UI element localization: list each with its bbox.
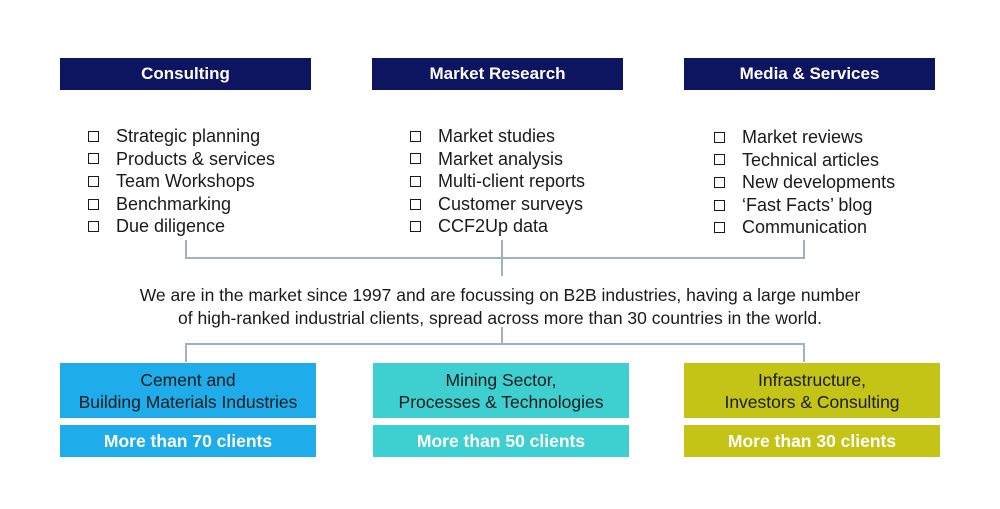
list-item-label: Strategic planning — [116, 126, 261, 146]
sector-cement-line-2: Building Materials Industries — [78, 391, 298, 412]
clients-count-cement-label: More than 70 clients — [103, 430, 273, 451]
consulting-list: Strategic planning Products & services T… — [88, 125, 275, 238]
sector-infrastructure: Infrastructure, Investors & Consulting — [684, 363, 940, 418]
checkbox-icon — [714, 131, 725, 143]
sector-cement-label: Cement and Building Materials Industries — [79, 369, 298, 413]
checkbox-icon — [88, 153, 99, 165]
list-item-label: Market reviews — [742, 127, 864, 147]
checkbox-icon — [714, 154, 725, 166]
list-item: New developments — [714, 171, 895, 194]
sector-infrastructure-label: Infrastructure, Investors & Consulting — [724, 369, 899, 413]
list-item-label: Products & services — [116, 148, 276, 169]
checkbox-icon — [410, 221, 421, 233]
clients-count-mining-label: More than 50 clients — [416, 430, 586, 451]
checkbox-icon — [88, 175, 99, 187]
list-item-label: ‘Fast Facts’ blog — [742, 194, 873, 215]
list-item-label: Communication — [742, 217, 868, 238]
header-market-research-label: Market Research — [429, 64, 566, 83]
list-item: Due diligence — [88, 215, 275, 238]
clients-count-infrastructure: More than 30 clients — [684, 425, 940, 457]
checkbox-icon — [714, 176, 725, 188]
header-market-research: Market Research — [372, 58, 623, 90]
list-item: ‘Fast Facts’ blog — [714, 194, 895, 217]
list-item: CCF2Up data — [410, 215, 585, 238]
list-item-label: Technical articles — [742, 149, 880, 170]
list-item: Multi-client reports — [410, 170, 585, 193]
checkbox-icon — [410, 130, 421, 142]
checkbox-icon — [410, 198, 421, 210]
list-item: Market studies — [410, 125, 585, 148]
checkbox-icon — [88, 130, 99, 142]
list-item-label: Team Workshops — [116, 171, 255, 192]
checkbox-icon — [410, 175, 421, 187]
sector-cement-line-1: Cement and — [140, 369, 236, 390]
list-item-label: Market analysis — [438, 148, 564, 169]
sector-infrastructure-line-2: Investors & Consulting — [724, 391, 900, 412]
checkbox-icon — [88, 198, 99, 210]
header-media-services: Media & Services — [684, 58, 935, 90]
checkbox-icon — [410, 153, 421, 165]
list-item: Market reviews — [714, 126, 895, 149]
checkbox-icon — [714, 222, 725, 234]
clients-count-infrastructure-label: More than 30 clients — [727, 430, 897, 451]
header-media-services-label: Media & Services — [739, 64, 880, 83]
clients-count-cement: More than 70 clients — [60, 425, 316, 457]
list-item: Technical articles — [714, 149, 895, 172]
market-research-list: Market studies Market analysis Multi-cli… — [410, 125, 585, 238]
checkbox-icon — [88, 221, 99, 233]
media-services-list: Market reviews Technical articles New de… — [714, 126, 895, 239]
list-item-label: CCF2Up data — [438, 216, 549, 237]
sector-mining-label: Mining Sector, Processes & Technologies — [399, 369, 604, 413]
sector-cement: Cement and Building Materials Industries — [60, 363, 316, 418]
list-item: Benchmarking — [88, 193, 275, 216]
list-item-label: Market studies — [438, 126, 556, 146]
header-consulting-label: Consulting — [141, 64, 230, 83]
summary-text: We are in the market since 1997 and are … — [95, 284, 905, 330]
list-item-label: Benchmarking — [116, 193, 232, 214]
clients-count-mining: More than 50 clients — [373, 425, 629, 457]
list-item: Market analysis — [410, 148, 585, 171]
sector-mining: Mining Sector, Processes & Technologies — [373, 363, 629, 418]
header-consulting: Consulting — [60, 58, 311, 90]
summary-line-2: of high-ranked industrial clients, sprea… — [178, 308, 822, 328]
top-bracket — [185, 240, 805, 259]
list-item: Strategic planning — [88, 125, 275, 148]
list-item: Team Workshops — [88, 170, 275, 193]
sector-infrastructure-line-1: Infrastructure, — [758, 369, 866, 390]
sector-mining-line-1: Mining Sector, — [445, 369, 557, 390]
list-item-label: Multi-client reports — [438, 171, 586, 192]
list-item-label: Customer surveys — [438, 193, 584, 214]
checkbox-icon — [714, 199, 725, 211]
list-item: Customer surveys — [410, 193, 585, 216]
bottom-bracket — [185, 343, 805, 362]
list-item-label: Due diligence — [116, 216, 226, 237]
summary-line-1: We are in the market since 1997 and are … — [139, 285, 861, 305]
list-item-label: New developments — [742, 172, 896, 193]
sector-mining-line-2: Processes & Technologies — [398, 391, 604, 412]
list-item: Communication — [714, 216, 895, 239]
list-item: Products & services — [88, 148, 275, 171]
